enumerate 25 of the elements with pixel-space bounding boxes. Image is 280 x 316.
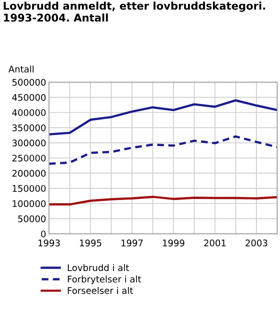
line-series [49, 135, 278, 165]
line-series [49, 196, 278, 206]
y-tick-label: 0 [41, 230, 46, 238]
y-tick-label: 50000 [18, 215, 46, 222]
y-tick-label: 400000 [12, 109, 46, 116]
x-tick-label: 2003 [246, 240, 268, 246]
legend-label: Lovbrudd i alt [68, 264, 129, 272]
y-tick-label: 150000 [12, 185, 46, 192]
y-tick-label: 500000 [12, 78, 46, 86]
y-tick-label: 300000 [12, 140, 46, 146]
x-tick-label: 1995 [80, 240, 102, 246]
legend-label: Forseelser i alt [68, 286, 134, 294]
line-series [49, 99, 278, 136]
chart-title: Lovbrudd anmeldt, etter lovbruddskategori. 1993-2004. Antall [4, 2, 266, 22]
legend-label: Forbrytelser i alt [68, 276, 142, 284]
y-tick-label: 250000 [12, 154, 46, 162]
y-axis-title: Antall [8, 66, 34, 73]
x-tick-label: 1997 [121, 240, 143, 246]
y-tick-label: 100000 [12, 200, 46, 208]
y-tick-label: 200000 [12, 170, 46, 177]
x-tick-label: 1999 [162, 240, 184, 246]
x-tick-label: 2001 [204, 240, 226, 246]
x-tick-label: 1993 [38, 240, 60, 246]
y-tick-label: 450000 [12, 94, 46, 101]
y-tick-label: 350000 [12, 124, 46, 132]
